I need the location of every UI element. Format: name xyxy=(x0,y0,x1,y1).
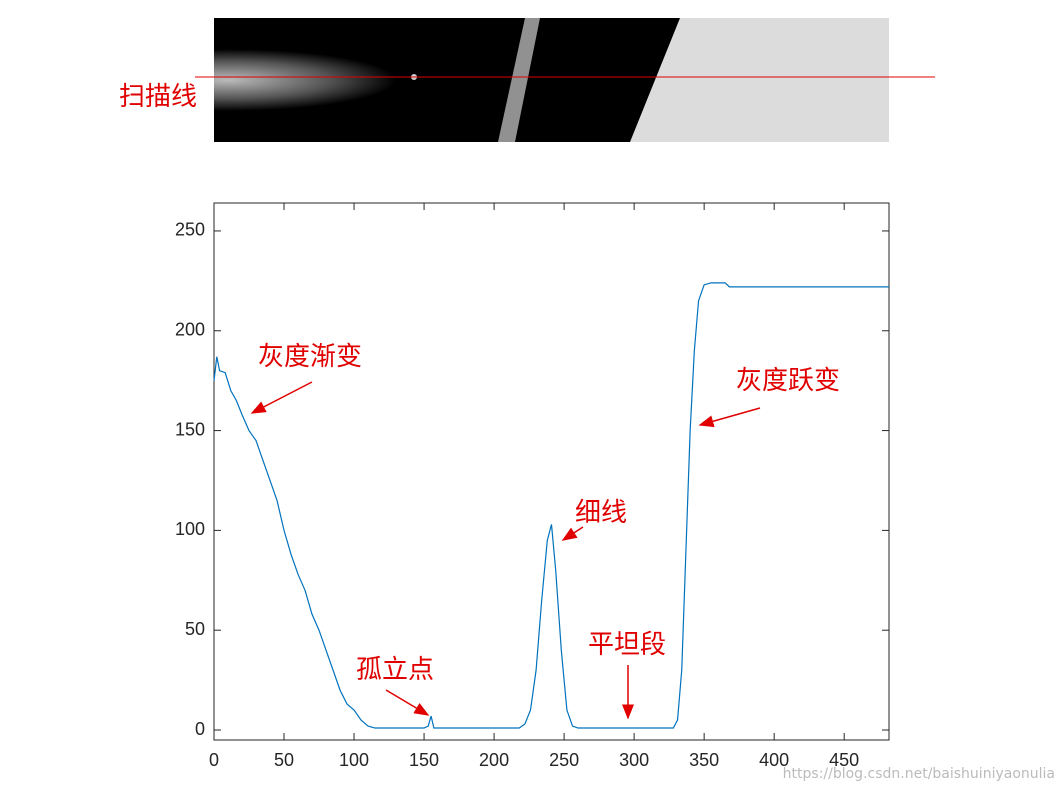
annotation-arrow xyxy=(250,381,313,414)
annotation: 孤立点 xyxy=(356,655,434,685)
watermark: https://blog.csdn.net/baishuiniyaonulia xyxy=(783,766,1055,782)
scan-label: 扫描线 xyxy=(119,82,197,112)
y-tick-label: 100 xyxy=(175,519,205,539)
data-line xyxy=(213,282,889,729)
x-tick-label: 450 xyxy=(829,750,859,770)
y-tick-label: 50 xyxy=(185,619,205,639)
x-tick-label: 0 xyxy=(209,750,219,770)
annotation: 灰度跃变 xyxy=(736,366,840,396)
scan-image xyxy=(195,18,935,142)
annotation-arrow xyxy=(698,407,761,428)
x-tick-label: 350 xyxy=(689,750,719,770)
x-tick-label: 150 xyxy=(409,750,439,770)
x-tick-label: 250 xyxy=(549,750,579,770)
annotation: 平坦段 xyxy=(588,630,666,660)
plot-frame xyxy=(213,202,890,741)
annotation-arrow xyxy=(385,689,430,716)
annotation: 细线 xyxy=(575,498,627,528)
y-tick-label: 250 xyxy=(175,220,205,240)
annotation: 灰度渐变 xyxy=(258,342,362,372)
x-tick-label: 200 xyxy=(479,750,509,770)
y-tick-label: 150 xyxy=(175,419,205,439)
y-tick-label: 200 xyxy=(175,320,205,340)
x-tick-label: 50 xyxy=(274,750,294,770)
y-tick-label: 0 xyxy=(195,719,205,739)
x-tick-label: 300 xyxy=(619,750,649,770)
annotation-arrow xyxy=(561,526,584,541)
x-tick-label: 100 xyxy=(339,750,369,770)
x-tick-label: 400 xyxy=(759,750,789,770)
